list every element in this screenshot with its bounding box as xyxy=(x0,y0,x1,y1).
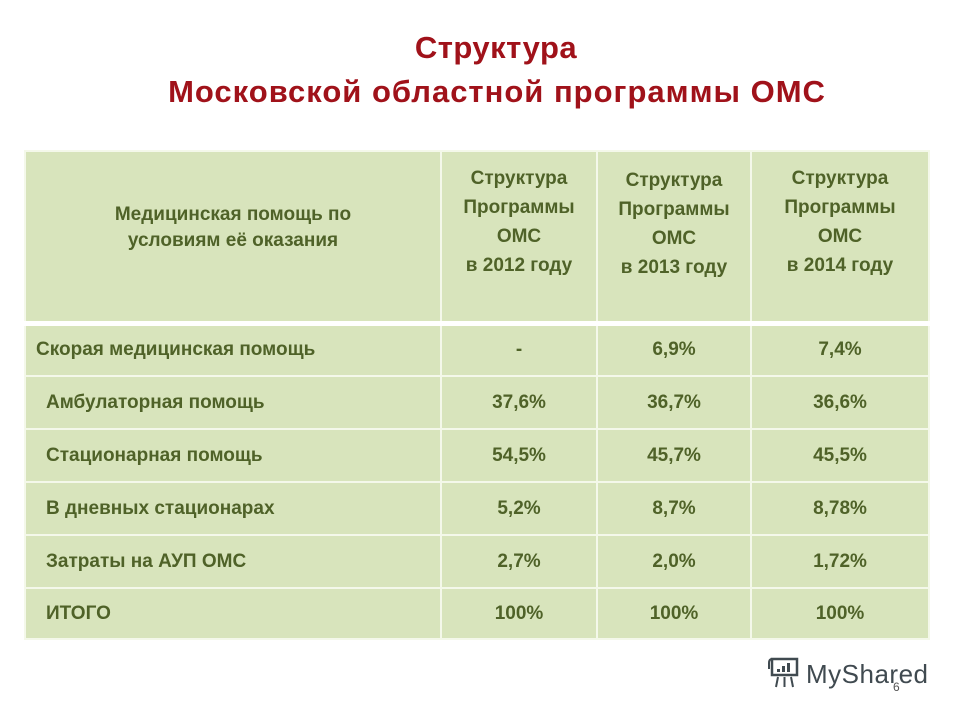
row-label: ИТОГО xyxy=(24,587,442,640)
value-2012: 54,5% xyxy=(440,428,598,483)
row-label: В дневных стационарах xyxy=(24,481,442,536)
value-2012: 5,2% xyxy=(440,481,598,536)
slide-title-line-2: Московской областной программы ОМС xyxy=(168,74,826,109)
myshared-watermark[interactable]: MyShared xyxy=(768,655,929,694)
slide-title-line-1: Структура xyxy=(414,30,578,65)
header-line: в 2012 году xyxy=(465,255,573,277)
header-line: ОМС xyxy=(496,226,542,248)
header-care-conditions-text: Медицинская помощь по условиям её оказан… xyxy=(114,204,352,252)
value-2013: 100% xyxy=(596,587,752,640)
value-2013: 36,7% xyxy=(596,375,752,430)
table-row: Амбулаторная помощь 37,6% 36,7% 36,6% xyxy=(24,375,930,430)
value-2014: 100% xyxy=(750,587,930,640)
row-label: Затраты на АУП ОМС xyxy=(24,534,442,589)
header-line: Структура xyxy=(791,168,889,190)
value-2013: 6,9% xyxy=(596,322,752,377)
header-line: Программы xyxy=(618,199,730,221)
value-2014: 7,4% xyxy=(750,322,930,377)
value-2012: 2,7% xyxy=(440,534,598,589)
table-row: Затраты на АУП ОМС 2,7% 2,0% 1,72% xyxy=(24,534,930,589)
value-2014: 36,6% xyxy=(750,375,930,430)
header-line: в 2013 году xyxy=(620,257,728,279)
value-2013: 45,7% xyxy=(596,428,752,483)
value-2012: 37,6% xyxy=(440,375,598,430)
row-label: Стационарная помощь xyxy=(24,428,442,483)
header-year-2013: Структура Программы ОМС в 2013 году xyxy=(596,150,752,326)
table-row: Стационарная помощь 54,5% 45,7% 45,5% xyxy=(24,428,930,483)
table-row: В дневных стационарах 5,2% 8,7% 8,78% xyxy=(24,481,930,536)
header-line: Программы xyxy=(784,197,896,219)
table-header-row: Медицинская помощь по условиям её оказан… xyxy=(24,150,930,326)
header-line: ОМС xyxy=(651,228,697,250)
value-2014: 8,78% xyxy=(750,481,930,536)
value-2014: 1,72% xyxy=(750,534,930,589)
page-number: 6 xyxy=(893,680,900,694)
table-row: Скорая медицинская помощь - 6,9% 7,4% xyxy=(24,322,930,377)
value-2013: 2,0% xyxy=(596,534,752,589)
header-care-conditions: Медицинская помощь по условиям её оказан… xyxy=(24,150,442,326)
header-year-2012: Структура Программы ОМС в 2012 году xyxy=(440,150,598,326)
header-line: Программы xyxy=(463,197,575,219)
value-2012: 100% xyxy=(440,587,598,640)
value-2014: 45,5% xyxy=(750,428,930,483)
header-line: в 2014 году xyxy=(786,255,894,277)
header-line: ОМС xyxy=(817,226,863,248)
table-row-total: ИТОГО 100% 100% 100% xyxy=(24,587,930,640)
watermark-text: MyShared xyxy=(806,659,929,689)
value-2013: 8,7% xyxy=(596,481,752,536)
header-line: Структура xyxy=(470,168,568,190)
value-2012: - xyxy=(440,322,598,377)
presentation-board-icon xyxy=(768,655,800,694)
omc-structure-table: Медицинская помощь по условиям её оказан… xyxy=(24,150,930,640)
row-label: Амбулаторная помощь xyxy=(24,375,442,430)
header-line: Структура xyxy=(625,170,723,192)
header-year-2014: Структура Программы ОМС в 2014 году xyxy=(750,150,930,326)
row-label: Скорая медицинская помощь xyxy=(24,322,442,377)
